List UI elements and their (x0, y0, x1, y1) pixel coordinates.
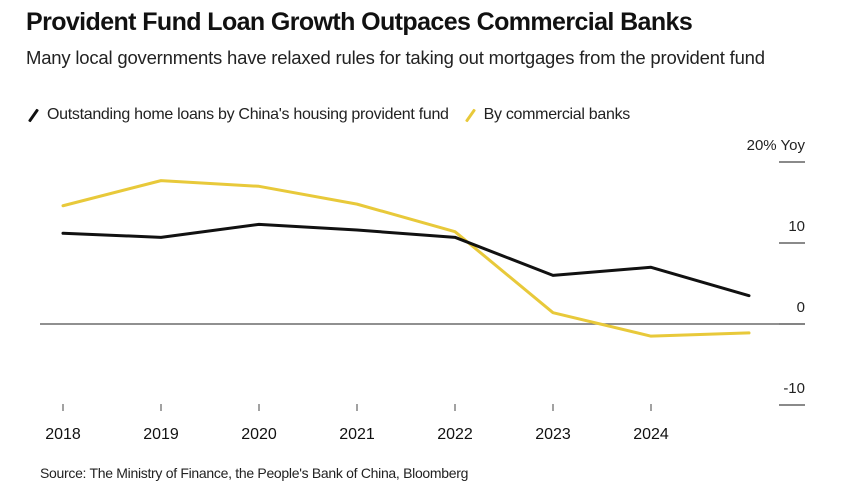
series-lines (61, 179, 751, 338)
legend-item-provident-fund: Outstanding home loans by China's housin… (26, 106, 449, 124)
x-tick-label: 2021 (339, 426, 375, 443)
chart-title: Provident Fund Loan Growth Outpaces Comm… (26, 8, 693, 36)
x-tick-label: 2024 (633, 426, 669, 443)
series-line-provident-fund (61, 222, 751, 298)
x-tick-label: 2020 (241, 426, 277, 443)
legend-item-commercial-banks: By commercial banks (463, 106, 630, 124)
chart-subtitle: Many local governments have relaxed rule… (26, 47, 765, 68)
source-note: Source: The Ministry of Finance, the Peo… (40, 465, 469, 481)
x-tick-label: 2022 (437, 426, 473, 443)
x-axis: 2018 2019 2020 2021 2022 2023 2024 (45, 404, 669, 443)
x-tick-label: 2023 (535, 426, 571, 443)
y-tick-label: 0 (797, 299, 805, 316)
x-tick-label: 2019 (143, 426, 179, 443)
legend-label-provident-fund: Outstanding home loans by China's housin… (47, 106, 449, 123)
y-axis: 20% Yoy 10 0 -10 (40, 137, 806, 406)
series-line-commercial-banks (61, 179, 751, 338)
x-tick-label: 2018 (45, 426, 81, 443)
y-tick-label: -10 (783, 380, 805, 397)
y-tick-label: 10 (788, 218, 805, 235)
y-tick-label: 20% Yoy (747, 137, 806, 154)
legend: Outstanding home loans by China's housin… (26, 106, 644, 124)
legend-label-commercial-banks: By commercial banks (483, 106, 631, 123)
